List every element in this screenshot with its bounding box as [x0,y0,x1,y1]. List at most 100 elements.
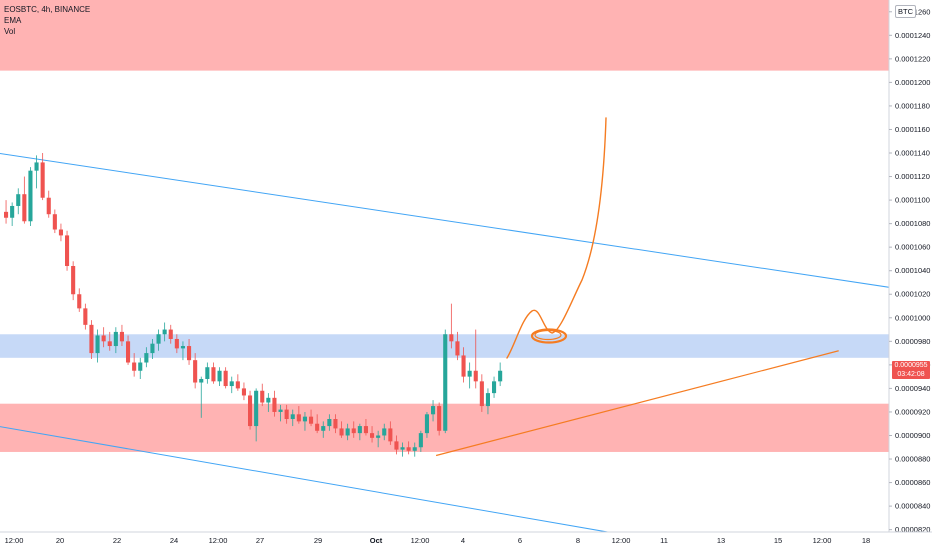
symbol-label[interactable]: EOSBTC, 4h, BINANCE [4,5,91,14]
candle [83,303,88,330]
candle [187,338,192,365]
candle [492,376,497,398]
candle-body [284,409,289,420]
candle [156,329,161,351]
candle-body [229,381,234,387]
candle [223,367,228,389]
candle-body [461,355,466,377]
candle-body [431,406,436,415]
candle-body [406,447,411,451]
price-tick-label: 0.0001080 [895,219,930,228]
candle-body [235,381,240,389]
candle [40,153,45,201]
candle-body [28,170,33,222]
candle [321,421,326,438]
candle-body [65,235,70,266]
candle-body [107,341,112,347]
time-tick-label: 12:00 [209,536,228,545]
candle-body [83,308,88,325]
candle-body [443,334,448,431]
candle [107,331,112,351]
candle [144,347,149,368]
candle [132,353,137,377]
candle-body [376,435,381,438]
candle-body [455,341,460,356]
candle [376,430,381,448]
candle [284,404,289,424]
candle [418,430,423,452]
candle [174,334,179,354]
candle [266,393,271,412]
time-tick-label: 20 [56,536,64,545]
target-circle-inner [534,329,562,341]
candle-body [46,197,51,215]
candle-body [4,211,9,218]
price-tick-label: 0.0000980 [895,337,930,346]
candle [65,230,70,271]
currency-badge[interactable]: BTC [895,5,916,18]
candle-body [266,397,271,403]
candle [412,442,417,457]
candle-body [479,381,484,407]
candle-body [309,416,314,424]
candle [479,374,484,412]
price-tick-label: 0.0001220 [895,54,930,63]
candle-body [34,162,39,171]
candle [248,390,253,430]
candle-body [345,428,350,436]
candle-body [223,370,228,387]
candle [119,324,124,347]
candle [22,176,27,224]
candle [199,376,204,418]
candle [357,423,362,441]
price-tick-label: 0.0000920 [895,407,930,416]
time-axis[interactable]: 12:00 20 22 24 12:00 27 29 Oct 12:00 4 6 8 12:00 11 13… [0,531,932,550]
vol-label[interactable]: Vol [4,27,16,36]
candle-body [132,362,137,371]
candle-body [193,360,198,383]
candle-body [58,229,63,236]
candle-body [162,329,167,335]
projection-path [506,117,607,359]
target-circle [530,328,568,344]
candle-body [52,214,57,230]
candle-body [211,367,216,382]
time-tick-label: Oct [370,536,383,545]
candle [431,400,436,422]
time-tick-label: 15 [774,536,782,545]
candle [443,329,448,434]
time-tick-label: 4 [461,536,465,545]
candle-body [498,370,503,382]
time-tick-label: 12:00 [411,536,430,545]
candle [394,435,399,455]
price-tick-label: 0.0000940 [895,384,930,393]
candle [162,322,167,342]
time-tick-label: 27 [256,536,264,545]
last-price-value: 0.0000955 [894,362,928,369]
candle [34,155,39,189]
price-tick-label: 0.0000900 [895,431,930,440]
candle-body [351,428,356,434]
candle [138,357,143,379]
candle [89,320,94,359]
candles [4,153,503,457]
candle [363,419,368,436]
price-axis[interactable]: 0.00012600.00012400.00012200.00012000.00… [888,0,932,550]
candle [217,367,222,387]
candle [345,423,350,441]
price-tick-label: 0.0001000 [895,313,930,322]
candle [351,421,356,438]
candle [333,414,338,434]
candle [235,374,240,391]
candle-body [113,331,118,347]
candle-body [315,423,320,431]
candle [302,411,307,431]
candle-body [40,162,45,198]
candle [370,426,375,443]
drawings [435,117,839,457]
channel-line [0,152,932,295]
ema-label[interactable]: EMA [4,16,22,25]
candle [498,362,503,387]
candle-body [412,447,417,451]
